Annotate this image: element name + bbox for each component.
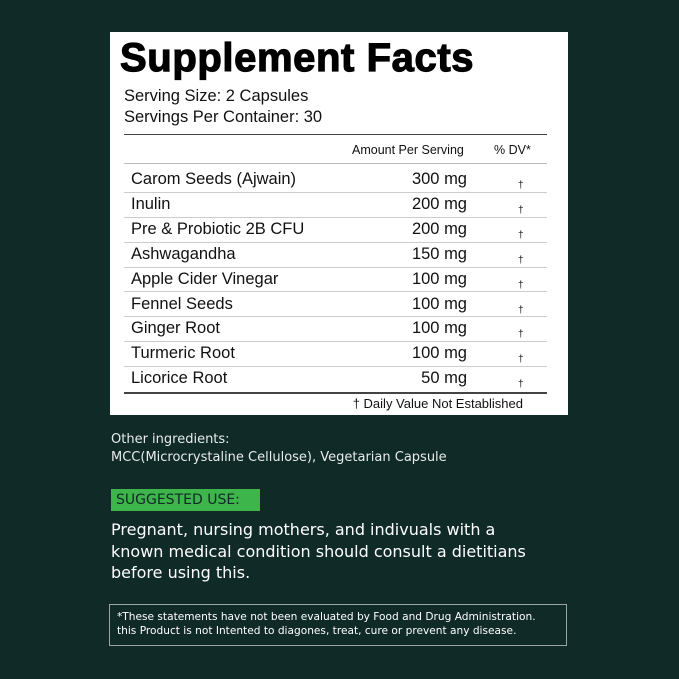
ingredient-row: Turmeric Root 100 mg † — [124, 342, 547, 368]
ingredient-name: Ginger Root — [131, 319, 220, 338]
ingredient-row: Ginger Root 100 mg † — [124, 317, 547, 343]
dagger-icon: † — [518, 304, 524, 316]
servings-per-container: Servings Per Container: 30 — [124, 108, 323, 126]
dv-header: % DV* — [494, 143, 531, 157]
ingredient-name: Licorice Root — [131, 369, 228, 388]
ingredient-amount: 100 mg — [411, 344, 467, 363]
disclaimer-line: this Product is not Intented to diagones… — [117, 625, 517, 637]
ingredient-name: Inulin — [131, 194, 171, 213]
divider — [124, 392, 547, 394]
ingredient-amount: 200 mg — [411, 219, 467, 238]
ingredient-row: Carom Seeds (Ajwain) 300 mg † — [124, 168, 547, 193]
ingredient-name: Carom Seeds (Ajwain) — [131, 170, 297, 188]
suggested-use-line: known medical condition should consult a… — [111, 541, 526, 561]
other-ingredients-label: Other ingredients: — [111, 432, 230, 447]
ingredient-amount: 50 mg — [421, 369, 467, 388]
dagger-icon: † — [518, 354, 524, 366]
amount-header: Amount Per Serving — [352, 143, 464, 157]
dagger-icon: † — [518, 379, 524, 391]
ingredient-row: Licorice Root 50 mg † — [124, 367, 547, 392]
disclaimer-line: *These statements have not been evaluate… — [117, 611, 536, 623]
suggested-use-line: Pregnant, nursing mothers, and indivuals… — [111, 520, 496, 539]
supplement-facts-panel: Supplement Facts Serving Size: 2 Capsule… — [110, 32, 568, 415]
ingredient-amount: 100 mg — [411, 319, 467, 338]
dagger-icon: † — [518, 254, 524, 266]
ingredient-name: Turmeric Root — [131, 344, 235, 363]
ingredient-amount: 150 mg — [411, 244, 467, 263]
ingredient-name: Pre & Probiotic 2B CFU — [131, 219, 305, 238]
ingredient-amount: 100 mg — [411, 269, 467, 288]
other-ingredients-value: MCC(Microcrystaline Cellulose), Vegetari… — [111, 450, 447, 465]
ingredient-row: Inulin 200 mg † — [124, 193, 547, 218]
dagger-icon: † — [518, 204, 524, 216]
ingredient-row: Pre & Probiotic 2B CFU 200 mg † — [124, 218, 547, 243]
ingredient-name: Apple Cider Vinegar — [131, 269, 279, 288]
ingredient-name: Ashwagandha — [131, 244, 236, 263]
footnote: † Daily Value Not Established — [352, 396, 523, 411]
facts-title: Supplement Facts — [119, 35, 475, 80]
ingredient-amount: 300 mg — [411, 170, 467, 188]
dagger-icon: † — [518, 279, 524, 291]
disclaimer-box: *These statements have not been evaluate… — [109, 604, 567, 646]
dagger-icon: † — [518, 180, 524, 191]
dagger-icon: † — [518, 329, 524, 341]
divider — [124, 163, 547, 164]
dagger-icon: † — [518, 229, 524, 241]
suggested-use-text: Pregnant, nursing mothers, and indivuals… — [111, 519, 526, 584]
suggested-use-line: before using this. — [111, 563, 251, 582]
ingredient-row: Ashwagandha 150 mg † — [124, 243, 547, 268]
ingredient-amount: 100 mg — [411, 294, 467, 313]
ingredient-amount: 200 mg — [411, 194, 467, 213]
divider — [124, 134, 547, 135]
serving-size: Serving Size: 2 Capsules — [124, 87, 309, 105]
suggested-use-badge: SUGGESTED USE: — [111, 489, 260, 511]
ingredient-row: Fennel Seeds 100 mg † — [124, 293, 547, 318]
ingredient-name: Fennel Seeds — [131, 294, 233, 313]
ingredient-row: Apple Cider Vinegar 100 mg † — [124, 268, 547, 293]
